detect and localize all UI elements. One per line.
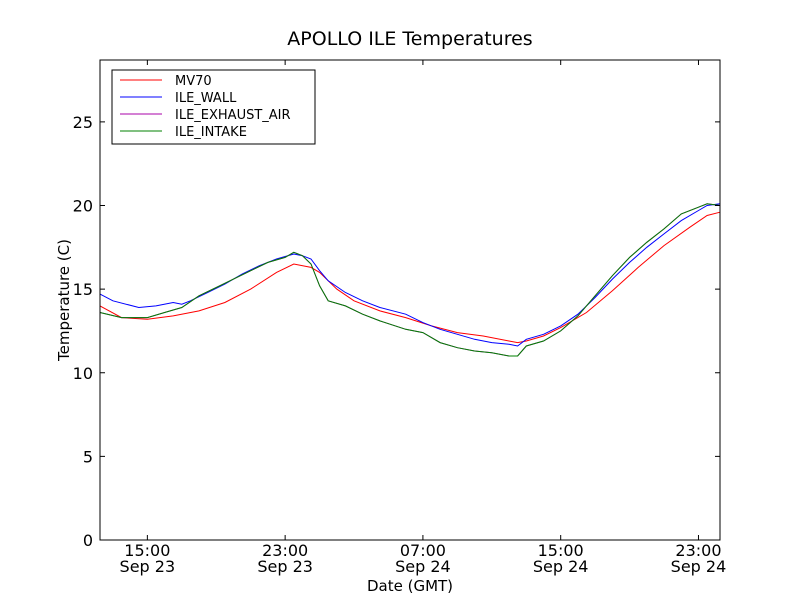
y-tick-label: 10 xyxy=(73,364,93,383)
x-tick-time-label: 07:00 xyxy=(400,541,446,560)
x-axis-label: Date (GMT) xyxy=(367,577,453,595)
series-line-mv70 xyxy=(99,211,721,344)
x-tick-date-label: Sep 23 xyxy=(120,557,176,576)
y-tick-label: 15 xyxy=(73,280,93,299)
plot-lines xyxy=(99,203,721,357)
chart-title: APOLLO ILE Temperatures xyxy=(287,28,532,50)
x-tick-date-label: Sep 24 xyxy=(671,557,727,576)
x-tick-date-label: Sep 24 xyxy=(533,557,589,576)
legend-box xyxy=(111,69,316,145)
series-line-ile-wall xyxy=(99,203,721,347)
series-line-ile-intake xyxy=(99,203,721,357)
plot-frame xyxy=(99,59,721,541)
y-axis-label: Temperature (C) xyxy=(55,239,73,362)
x-tick-date-label: Sep 23 xyxy=(257,557,313,576)
x-tick-time-label: 23:00 xyxy=(675,541,721,560)
y-tick-label: 0 xyxy=(83,531,93,550)
legend-label: MV70 xyxy=(175,74,212,89)
legend: MV70 ILE_WALL ILE_EXHAUST_AIR ILE_INTAKE xyxy=(111,69,316,145)
y-tick-label: 25 xyxy=(73,113,93,132)
legend-label: ILE_WALL xyxy=(175,91,237,106)
x-tick-date-label: Sep 24 xyxy=(395,557,451,576)
legend-label: ILE_EXHAUST_AIR xyxy=(175,108,291,123)
x-tick-time-label: 23:00 xyxy=(262,541,308,560)
x-tick-time-label: 15:00 xyxy=(538,541,584,560)
y-axis-ticks: 0 5 10 15 20 25 xyxy=(73,113,720,550)
legend-label: ILE_INTAKE xyxy=(175,125,247,140)
y-tick-label: 5 xyxy=(83,447,93,466)
y-tick-label: 20 xyxy=(73,197,93,216)
x-tick-time-label: 15:00 xyxy=(124,541,170,560)
